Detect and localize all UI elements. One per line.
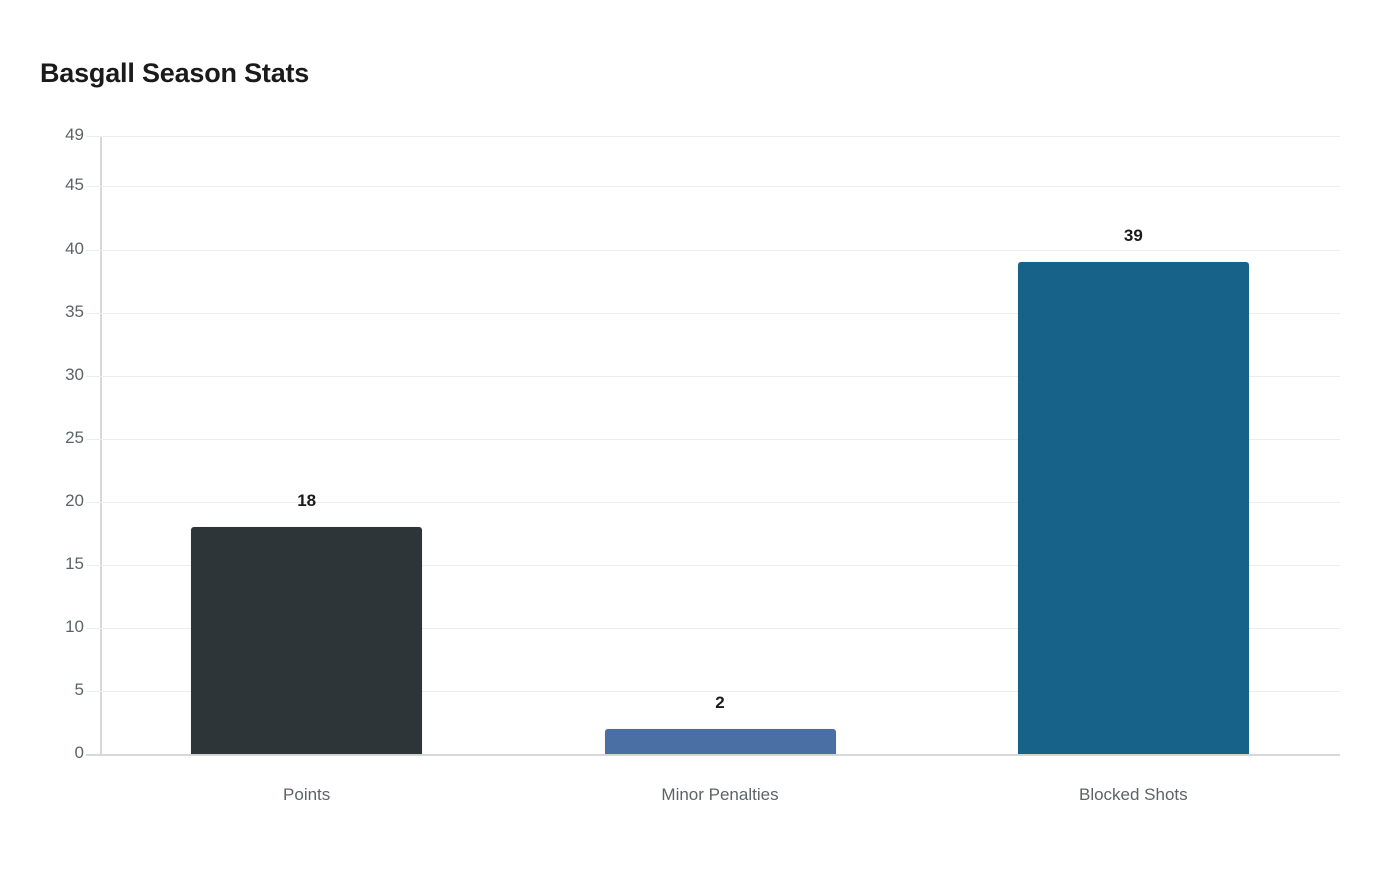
y-axis-tick-label: 45	[65, 175, 84, 195]
gridline	[100, 754, 1340, 756]
gridline	[100, 375, 1340, 377]
x-axis-tick-label: Blocked Shots	[1078, 785, 1188, 804]
y-axis-tick-mark	[86, 627, 100, 629]
y-axis-tick-mark	[86, 690, 100, 692]
gridline	[100, 690, 1340, 692]
x-axis-tick-label: Points	[283, 785, 331, 804]
bar-value-label: 39	[1123, 226, 1143, 246]
y-axis-tick-mark	[86, 249, 100, 251]
gridline	[100, 186, 1340, 188]
y-axis-tick-mark	[86, 312, 100, 314]
y-axis-tick-label: 35	[65, 301, 84, 321]
y-axis-tick-label: 15	[65, 553, 84, 573]
x-axis-tick-label: Minor Penalties	[661, 785, 779, 804]
gridline	[100, 627, 1340, 629]
y-axis-tick-mark	[86, 564, 100, 566]
gridline	[100, 438, 1340, 440]
gridline	[100, 136, 1340, 137]
y-axis-tick-label: 30	[65, 364, 84, 384]
gridline	[100, 249, 1340, 251]
gridline	[100, 501, 1340, 503]
y-axis-tick-mark	[86, 375, 100, 377]
y-axis-tick-mark	[86, 136, 100, 137]
y-axis-tick-mark	[86, 186, 100, 188]
y-axis-tick-label: 25	[65, 427, 84, 447]
gridline	[100, 312, 1340, 314]
y-axis-tick-label: 40	[65, 238, 84, 258]
y-axis-tick-label: 10	[65, 616, 84, 636]
bar-value-label: 2	[715, 692, 725, 712]
y-axis-tick-label: 49	[65, 125, 84, 144]
bar-value-label: 18	[297, 490, 317, 510]
y-axis-tick-mark	[86, 501, 100, 503]
y-axis-line	[100, 136, 102, 756]
y-axis-tick-label: 5	[74, 679, 84, 699]
y-axis-tick-label: 20	[65, 490, 84, 510]
bar-blocked-shots[interactable]	[1017, 262, 1249, 754]
plot-area	[86, 136, 1340, 756]
bar-minor-penalties[interactable]	[604, 728, 836, 754]
y-axis-tick-label: 0	[74, 743, 84, 762]
y-axis-tick-mark	[86, 438, 100, 440]
chart-title: Basgall Season Stats	[40, 58, 310, 88]
y-axis-tick-mark	[86, 754, 100, 756]
gridline	[100, 564, 1340, 566]
bar-points[interactable]	[191, 526, 423, 754]
